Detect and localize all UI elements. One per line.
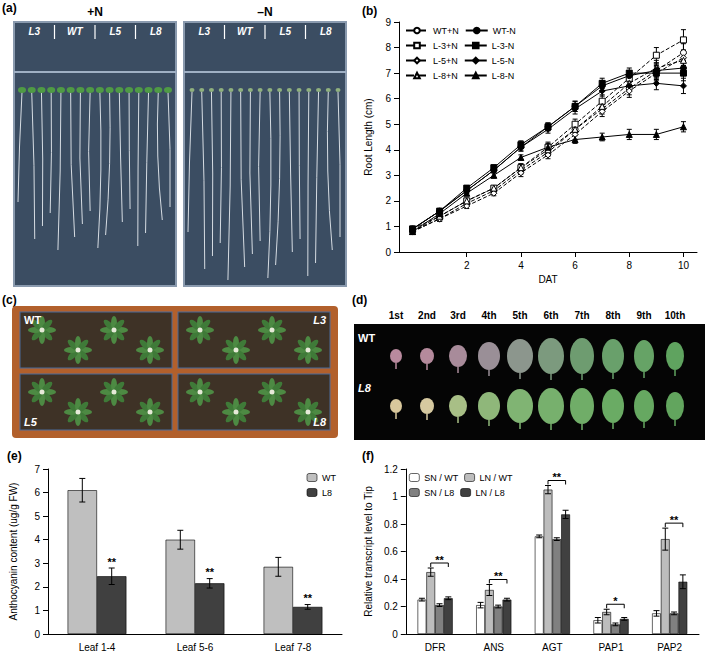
svg-text:LN / L8: LN / L8 [476,488,505,498]
svg-text:Leaf 7-8: Leaf 7-8 [275,642,312,653]
svg-text:4: 4 [518,260,524,271]
svg-text:WT: WT [67,26,83,37]
svg-text:0.8: 0.8 [384,519,398,530]
svg-text:**: ** [107,556,116,568]
svg-text:DAT: DAT [538,274,557,285]
svg-text:*: * [613,595,618,607]
svg-text:4: 4 [385,144,391,155]
svg-text:WT: WT [237,26,253,37]
svg-text:Anthocyanin content (ug/g FW): Anthocyanin content (ug/g FW) [8,483,19,621]
svg-text:5: 5 [385,119,391,130]
svg-text:6th: 6th [544,310,559,321]
svg-text:Leaf 5-6: Leaf 5-6 [177,642,214,653]
svg-text:L3: L3 [28,26,40,37]
svg-text:L5: L5 [279,26,291,37]
svg-text:L-5+N: L-5+N [433,56,458,66]
svg-text:0: 0 [385,247,391,258]
svg-text:7: 7 [34,464,40,475]
svg-text:6: 6 [385,93,391,104]
svg-text:0.4: 0.4 [384,574,398,585]
svg-text:**: ** [553,471,562,483]
svg-text:L-8-N: L-8-N [492,71,515,81]
svg-text:L-3+N: L-3+N [433,41,458,51]
svg-text:L-8+N: L-8+N [433,71,458,81]
svg-text:**: ** [205,566,214,578]
svg-text:9: 9 [385,17,391,28]
svg-text:**: ** [494,570,503,582]
svg-text:(a): (a) [2,1,17,15]
svg-text:PAP1: PAP1 [599,642,624,653]
svg-text:(f): (f) [362,449,374,463]
svg-text:L8: L8 [313,416,327,428]
svg-text:WT+N: WT+N [433,26,459,36]
svg-text:L8: L8 [358,382,372,394]
svg-text:(e): (e) [7,449,22,463]
svg-text:Leaf 1-4: Leaf 1-4 [79,642,116,653]
svg-text:0: 0 [34,629,40,640]
svg-text:SN / L8: SN / L8 [424,488,454,498]
svg-text:4: 4 [34,534,40,545]
svg-text:0: 0 [392,629,398,640]
svg-text:1: 1 [385,221,391,232]
svg-text:SN / WT: SN / WT [424,473,458,483]
svg-text:7: 7 [385,68,391,79]
svg-text:L3: L3 [198,26,210,37]
svg-text:8: 8 [626,260,632,271]
svg-text:0.2: 0.2 [384,601,398,612]
svg-text:**: ** [670,514,679,526]
svg-text:ANS: ANS [483,642,504,653]
svg-text:WT: WT [322,473,336,483]
svg-text:6: 6 [34,487,40,498]
svg-text:L-3-N: L-3-N [492,41,515,51]
svg-text:PAP2: PAP2 [657,642,682,653]
svg-text:1: 1 [392,491,398,502]
svg-text:2nd: 2nd [418,310,436,321]
svg-text:WT: WT [358,332,375,344]
svg-text:WT: WT [24,314,41,326]
svg-text:2: 2 [385,195,391,206]
svg-text:8: 8 [385,42,391,53]
svg-text:(d): (d) [352,293,367,307]
svg-text:**: ** [303,592,312,604]
svg-text:LN / WT: LN / WT [480,473,514,483]
svg-text:AGT: AGT [542,642,563,653]
svg-text:1: 1 [34,605,40,616]
svg-text:L8: L8 [320,26,332,37]
svg-text:8th: 8th [606,310,621,321]
svg-text:1.2: 1.2 [384,464,398,475]
svg-text:(b): (b) [362,4,377,18]
svg-text:3rd: 3rd [450,310,466,321]
svg-text:L5: L5 [109,26,121,37]
svg-text:2: 2 [34,581,40,592]
svg-text:L8: L8 [322,488,332,498]
svg-text:3: 3 [34,558,40,569]
svg-text:L-5-N: L-5-N [492,56,515,66]
svg-text:5: 5 [34,511,40,522]
svg-text:4th: 4th [482,310,497,321]
svg-text:L8: L8 [150,26,162,37]
svg-text:3: 3 [385,170,391,181]
svg-text:1st: 1st [389,310,404,321]
svg-text:(c): (c) [2,293,17,307]
svg-text:7th: 7th [575,310,590,321]
svg-text:0.6: 0.6 [384,546,398,557]
svg-text:–N: –N [257,5,272,19]
svg-text:Relative transcript level to T: Relative transcript level to Tip [363,486,374,617]
svg-text:DFR: DFR [425,642,446,653]
svg-text:10th: 10th [665,310,686,321]
svg-text:+N: +N [87,5,103,19]
svg-text:WT-N: WT-N [493,26,516,36]
svg-text:2: 2 [464,260,470,271]
svg-text:10: 10 [678,260,690,271]
svg-text:L5: L5 [24,416,38,428]
svg-text:**: ** [435,554,444,566]
svg-text:6: 6 [572,260,578,271]
svg-text:9th: 9th [637,310,652,321]
svg-text:Root Length (cm): Root Length (cm) [363,98,374,175]
svg-text:5th: 5th [513,310,528,321]
svg-text:L3: L3 [313,314,326,326]
